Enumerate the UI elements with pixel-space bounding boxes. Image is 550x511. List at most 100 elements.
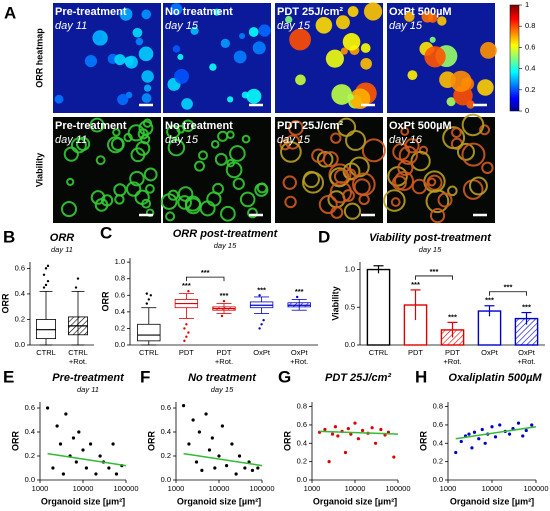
box (36, 319, 57, 340)
organoid (66, 177, 75, 186)
organoid (54, 94, 64, 104)
organoid (213, 8, 221, 16)
y-axis-label: ORR (10, 431, 20, 452)
organoid (316, 150, 334, 168)
outlier (185, 323, 188, 326)
organoid (95, 155, 106, 166)
image-title: No treatment (165, 6, 233, 18)
y-tick-label: 1.0 (345, 265, 355, 274)
organoid (363, 2, 383, 21)
point (81, 448, 85, 452)
y-axis-label: ORR (100, 291, 110, 312)
point (207, 448, 212, 452)
panel-letter: B (3, 227, 15, 246)
y-tick-label: 0.4 (25, 427, 35, 436)
organoid (132, 27, 143, 38)
image-title: Pre-treatment (55, 6, 127, 18)
y-tick-label: 0.0 (297, 475, 307, 484)
point (55, 424, 59, 428)
image-day: day 15 (165, 20, 199, 32)
image-title: OxPt 500µM (389, 120, 452, 132)
y-tick-label: 0.6 (297, 420, 307, 429)
panel-letter: E (3, 367, 14, 386)
organoid (233, 50, 247, 64)
outlier (74, 286, 78, 289)
organoid (360, 57, 372, 70)
organoid (407, 70, 418, 81)
organoid (114, 194, 125, 205)
point (107, 466, 111, 470)
point (220, 424, 225, 428)
chart-title: PDT 25J/cm² (325, 372, 391, 384)
outlier (183, 339, 186, 343)
outlier (76, 277, 80, 280)
significance: *** (182, 281, 191, 290)
organoid (176, 124, 186, 134)
x-tick-label: +Rot. (215, 357, 233, 366)
y-tick-label: 0.4 (161, 427, 171, 436)
significance: *** (295, 287, 304, 296)
organoid (360, 43, 371, 53)
organoid (330, 132, 342, 144)
x-axis-label: Organoid size [µm²] (41, 496, 125, 506)
point (516, 421, 521, 425)
colorbar-tick-label: 0.2 (525, 85, 535, 94)
y-tick-label: 0.8 (115, 274, 125, 283)
y-tick-label: 0.2 (433, 457, 443, 466)
y-tick-label: 0.0 (115, 340, 125, 349)
trend-line (183, 452, 263, 467)
image-day: day 15 (389, 20, 423, 32)
y-tick-label: 0.0 (25, 475, 35, 484)
x-tick-label: 100000 (249, 484, 274, 493)
x-tick-label: +Rot. (290, 357, 308, 366)
organoid (209, 63, 217, 71)
x-tick-label: 1000 (440, 484, 457, 493)
point (224, 464, 229, 468)
point (467, 432, 471, 436)
bracket (489, 291, 527, 296)
organoid (112, 128, 121, 137)
organoid (400, 126, 410, 136)
outlier (187, 289, 190, 293)
trend-line (47, 452, 127, 467)
significance: *** (257, 285, 266, 294)
y-tick-label: 0.6 (115, 290, 125, 299)
bar (366, 268, 391, 346)
organoid (248, 27, 259, 37)
organoid (429, 208, 446, 224)
point (524, 428, 528, 433)
organoid (165, 211, 176, 222)
organoid (315, 16, 333, 34)
bracket-label: *** (504, 283, 513, 292)
organoid (331, 84, 353, 105)
outlier (183, 327, 186, 330)
y-tick-label: 0.8 (297, 402, 307, 411)
y-tick-label: 0.5 (345, 302, 355, 311)
chart-title: Viability post-treatment (369, 232, 492, 244)
organoid (421, 11, 434, 23)
bracket-label: *** (201, 268, 210, 277)
image-title: Pre-treatment (55, 120, 127, 132)
outlier (258, 327, 261, 330)
organoid (289, 28, 311, 51)
organoid (220, 205, 236, 222)
point (61, 472, 65, 476)
organoid (172, 45, 181, 53)
organoid (427, 177, 437, 187)
x-tick-label: 10000 (345, 484, 366, 493)
point (360, 428, 365, 433)
point (349, 432, 353, 436)
organoid (361, 138, 386, 163)
organoid (252, 41, 266, 55)
organoid (481, 161, 494, 175)
outlier (145, 302, 148, 305)
organoid (93, 31, 103, 42)
point (353, 421, 357, 425)
organoid (84, 55, 97, 68)
outlier (222, 299, 226, 303)
organoid (468, 176, 488, 196)
organoid (288, 120, 304, 136)
organoid (404, 11, 415, 22)
organoid (333, 168, 350, 184)
